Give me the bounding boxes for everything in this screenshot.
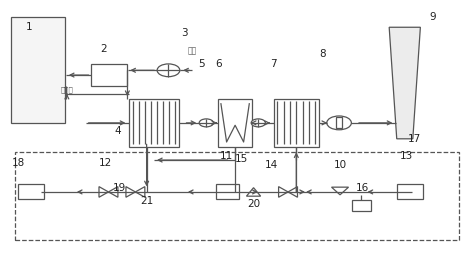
Bar xyxy=(218,99,252,147)
Polygon shape xyxy=(136,187,145,197)
Bar xyxy=(352,200,371,211)
Text: 21: 21 xyxy=(141,196,154,206)
Text: 14: 14 xyxy=(264,160,278,170)
Text: 9: 9 xyxy=(430,12,437,22)
Circle shape xyxy=(251,119,265,127)
Bar xyxy=(336,117,342,128)
Bar xyxy=(91,64,127,86)
Text: 6: 6 xyxy=(216,60,222,69)
Text: 1: 1 xyxy=(26,22,32,32)
Bar xyxy=(274,99,319,147)
Circle shape xyxy=(327,116,351,130)
Text: 10: 10 xyxy=(334,160,346,170)
Text: 13: 13 xyxy=(400,151,413,161)
Text: 12: 12 xyxy=(99,158,112,168)
Text: 3: 3 xyxy=(181,28,187,38)
Text: 17: 17 xyxy=(408,134,421,144)
Circle shape xyxy=(199,119,213,127)
Polygon shape xyxy=(389,27,420,139)
Bar xyxy=(15,152,459,240)
Circle shape xyxy=(157,64,180,77)
Polygon shape xyxy=(126,187,136,197)
Polygon shape xyxy=(109,187,118,197)
Bar xyxy=(11,17,65,123)
Polygon shape xyxy=(99,187,109,197)
Text: 8: 8 xyxy=(319,49,326,59)
Polygon shape xyxy=(279,187,288,197)
Text: 4: 4 xyxy=(115,126,121,136)
Bar xyxy=(129,99,179,147)
Text: 热空气: 热空气 xyxy=(61,86,73,93)
Polygon shape xyxy=(288,187,298,197)
Text: 2: 2 xyxy=(100,44,107,53)
Text: 20: 20 xyxy=(247,199,260,209)
Bar xyxy=(397,184,423,199)
Bar xyxy=(216,184,239,199)
Text: 5: 5 xyxy=(198,60,205,69)
Bar xyxy=(18,184,44,199)
Text: 18: 18 xyxy=(12,158,25,168)
Text: 11: 11 xyxy=(220,151,233,161)
Polygon shape xyxy=(331,187,348,195)
Text: 空气: 空气 xyxy=(188,47,197,56)
Text: 15: 15 xyxy=(235,154,248,164)
Polygon shape xyxy=(246,188,261,196)
Text: 19: 19 xyxy=(113,183,127,193)
Text: 7: 7 xyxy=(271,60,277,69)
Text: 16: 16 xyxy=(356,183,369,193)
